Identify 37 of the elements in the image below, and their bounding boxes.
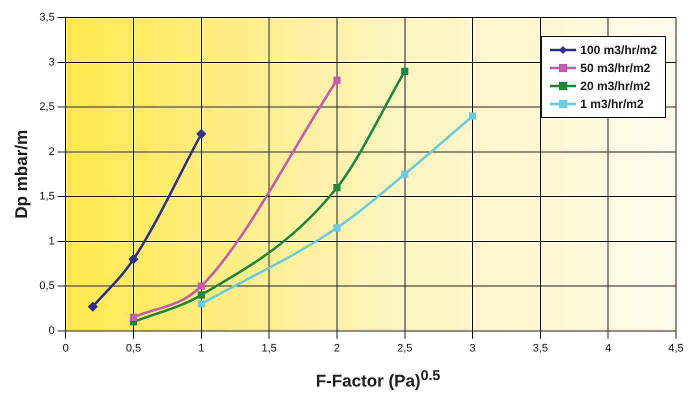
point bbox=[468, 112, 476, 120]
y-tick-label: 2,5 bbox=[39, 101, 55, 114]
y-axis-title: Dp mbar/m bbox=[12, 130, 31, 219]
x-tick-label: 4 bbox=[605, 342, 612, 354]
point bbox=[198, 291, 205, 299]
y-tick-label: 3,5 bbox=[39, 12, 55, 24]
point bbox=[198, 282, 205, 290]
point bbox=[333, 76, 341, 84]
y-tick-label: 1,5 bbox=[39, 190, 55, 203]
legend-label: 1 m3/hr/m2 bbox=[580, 96, 644, 113]
x-tick-label: 2 bbox=[334, 342, 340, 354]
legend-label: 100 m3/hr/m2 bbox=[580, 42, 657, 59]
x-tick-label: 3,5 bbox=[532, 342, 548, 354]
point bbox=[333, 224, 341, 232]
point bbox=[196, 129, 206, 139]
point bbox=[198, 300, 205, 308]
x-tick-label: 4,5 bbox=[668, 342, 684, 354]
x-tick-label: 0,5 bbox=[126, 342, 142, 354]
y-tick-label: 2 bbox=[48, 146, 55, 158]
point bbox=[333, 184, 341, 192]
x-tick-label: 2,5 bbox=[397, 342, 412, 354]
x-tick-label: 1 bbox=[198, 342, 204, 354]
point bbox=[130, 314, 138, 321]
y-tick-label: 0 bbox=[48, 324, 55, 337]
y-tick-label: 1 bbox=[48, 235, 55, 248]
x-tick-label: 1,5 bbox=[261, 342, 277, 354]
x-tick-label: 0 bbox=[62, 342, 69, 354]
point bbox=[401, 170, 408, 178]
point bbox=[88, 302, 98, 312]
legend-label: 50 m3/hr/m2 bbox=[580, 60, 650, 77]
y-tick-label: 0,5 bbox=[39, 280, 55, 292]
x-tick-label: 3 bbox=[470, 342, 476, 354]
point bbox=[128, 254, 138, 264]
x-axis-title: F-Factor (Pa)$^{0.5}$ bbox=[314, 368, 442, 392]
point bbox=[401, 68, 408, 75]
y-tick-label: 3 bbox=[48, 56, 55, 68]
legend-label: 20 m3/hr/m2 bbox=[580, 78, 650, 95]
